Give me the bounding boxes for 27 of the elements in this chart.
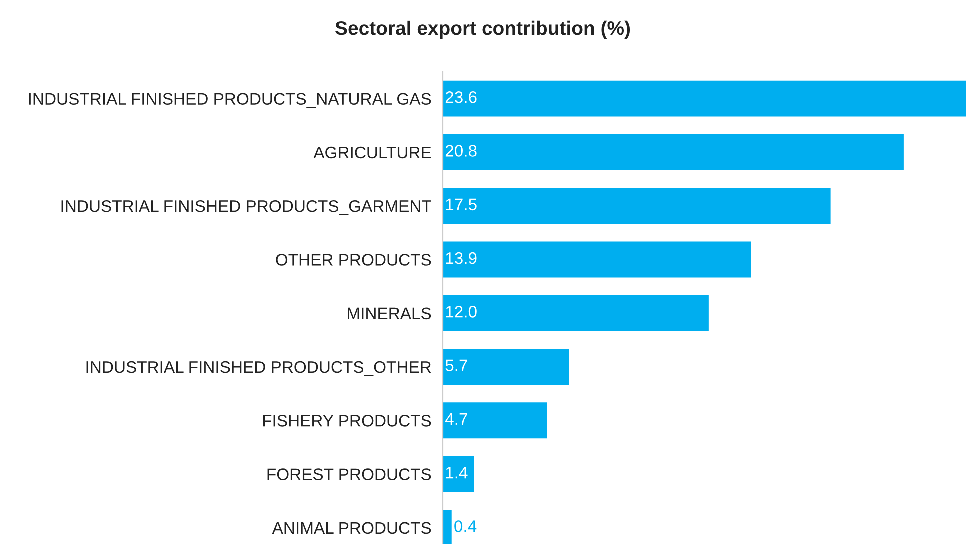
y-tick-label: INDUSTRIAL FINISHED PRODUCTS_OTHER bbox=[86, 361, 432, 376]
y-tick-label: FISHERY PRODUCTS bbox=[263, 415, 432, 427]
bar bbox=[443, 242, 752, 278]
bar bbox=[443, 349, 570, 385]
y-tick-label: INDUSTRIAL FINISHED PRODUCTS_NATURAL GAS bbox=[29, 93, 432, 108]
data-label: 12.0 bbox=[446, 306, 477, 318]
bar bbox=[443, 456, 474, 492]
data-label: 23.6 bbox=[446, 91, 477, 104]
data-label: 17.5 bbox=[446, 198, 477, 211]
y-tick-label: ANIMAL PRODUCTS bbox=[272, 522, 432, 534]
bar bbox=[443, 188, 831, 224]
bar bbox=[443, 402, 548, 439]
y-tick-label: FOREST PRODUCTS bbox=[268, 468, 432, 480]
chart-title: Sectoral export contribution (%) bbox=[336, 20, 630, 40]
y-tick-label: AGRICULTURE bbox=[314, 146, 432, 159]
data-label: 4.7 bbox=[445, 413, 468, 425]
data-label: 5.7 bbox=[446, 360, 468, 372]
y-tick-label: INDUSTRIAL FINISHED PRODUCTS_GARMENT bbox=[62, 200, 432, 216]
data-label: 20.8 bbox=[446, 145, 477, 157]
y-tick-label: OTHER PRODUCTS bbox=[276, 254, 432, 266]
bar bbox=[443, 134, 904, 170]
y-tick-label: MINERALS bbox=[348, 308, 432, 320]
bar bbox=[443, 295, 709, 332]
data-label: 1.4 bbox=[446, 467, 468, 479]
data-label: 0.4 bbox=[454, 520, 477, 532]
bar bbox=[443, 80, 966, 117]
data-label: 13.9 bbox=[446, 252, 477, 264]
